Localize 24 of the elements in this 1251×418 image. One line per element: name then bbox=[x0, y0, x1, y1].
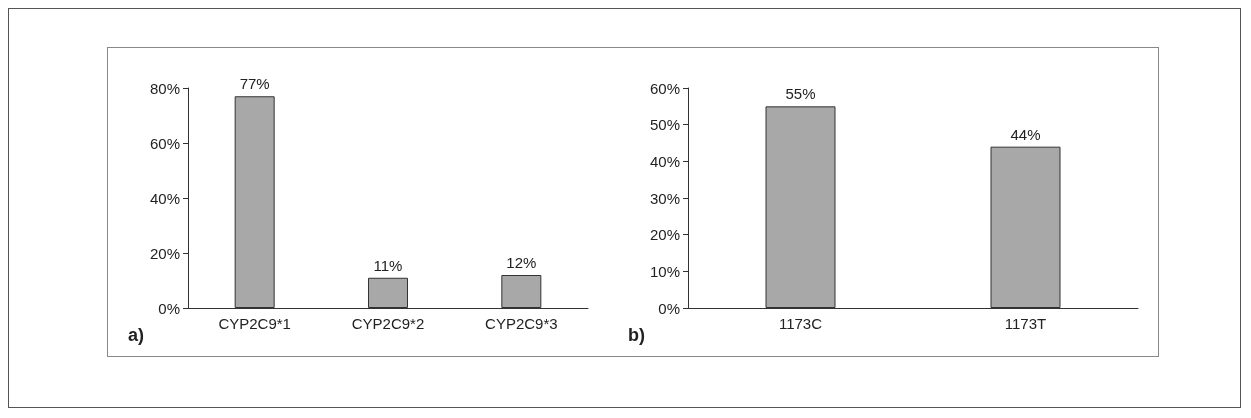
x-tick-label: CYP2C9*2 bbox=[351, 315, 425, 332]
text: b) bbox=[628, 325, 645, 345]
y-tick-label: 60% bbox=[649, 79, 680, 97]
data-label: 11% bbox=[373, 256, 403, 274]
x-tick-label: 1173T bbox=[1004, 315, 1047, 332]
y-tick-label: 0% bbox=[658, 299, 680, 317]
x-tick-label: CYP2C9*1 bbox=[218, 315, 291, 332]
y-tick-label: 10% bbox=[649, 262, 680, 280]
x-tick-label: 1173C bbox=[778, 315, 823, 332]
y-tick-label: 40% bbox=[149, 189, 180, 207]
y-tick-label: 50% bbox=[649, 116, 680, 134]
data-label: 44% bbox=[1010, 125, 1041, 143]
y-tick-label: 80% bbox=[149, 79, 180, 97]
y-tick-label: 0% bbox=[158, 299, 180, 317]
data-label: 12% bbox=[506, 254, 537, 271]
y-tick-label: 20% bbox=[149, 244, 180, 262]
data-label: 55% bbox=[785, 85, 816, 103]
y-tick-label: 20% bbox=[649, 226, 680, 244]
y-tick-label: 30% bbox=[649, 189, 680, 207]
data-label: 77% bbox=[239, 75, 270, 93]
text: a) bbox=[128, 325, 145, 345]
y-tick-label: 60% bbox=[149, 134, 180, 152]
y-tick-label: 40% bbox=[649, 152, 680, 170]
x-tick-label: CYP2C9*3 bbox=[485, 315, 558, 332]
